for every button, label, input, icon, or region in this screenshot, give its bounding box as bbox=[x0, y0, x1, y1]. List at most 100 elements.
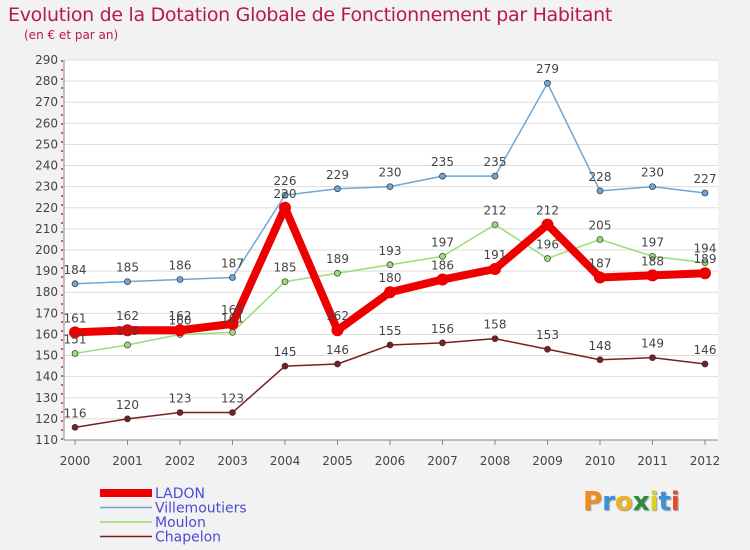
point-villemoutiers bbox=[176, 276, 184, 283]
point-chapelon bbox=[596, 356, 604, 364]
y-tick-label: 180 bbox=[35, 285, 58, 299]
x-tick-label: 2009 bbox=[532, 454, 563, 468]
logo-letter: i bbox=[670, 487, 680, 517]
x-tick-label: 2007 bbox=[427, 454, 458, 468]
point-ladon bbox=[279, 201, 291, 214]
x-tick-label: 2000 bbox=[60, 454, 91, 468]
logo-letter: r bbox=[602, 487, 615, 517]
data-label-villemoutiers: 186 bbox=[169, 259, 192, 273]
logo-letter: i bbox=[649, 487, 659, 517]
logo-letter: t bbox=[658, 487, 671, 517]
x-tick-label: 2002 bbox=[165, 454, 196, 468]
point-ladon bbox=[699, 267, 711, 280]
point-villemoutiers bbox=[281, 191, 289, 199]
y-tick-label: 110 bbox=[35, 433, 58, 447]
data-label-chapelon: 123 bbox=[221, 392, 244, 406]
data-label-chapelon: 149 bbox=[641, 337, 664, 351]
y-tick-label: 190 bbox=[35, 264, 58, 278]
point-chapelon bbox=[439, 339, 446, 347]
point-moulon bbox=[71, 350, 79, 357]
y-tick-label: 270 bbox=[35, 95, 58, 109]
x-tick-label: 2004 bbox=[270, 454, 301, 468]
data-label-villemoutiers: 235 bbox=[484, 155, 507, 169]
y-tick-label: 160 bbox=[35, 327, 58, 341]
x-tick-label: 2003 bbox=[217, 454, 248, 468]
point-chapelon bbox=[386, 341, 394, 349]
point-chapelon bbox=[124, 415, 131, 423]
data-label-moulon: 151 bbox=[64, 332, 87, 346]
y-tick-label: 260 bbox=[35, 116, 58, 130]
point-villemoutiers bbox=[701, 189, 709, 197]
data-label-moulon: 189 bbox=[326, 252, 349, 266]
data-labels: 116 120 123 123 145 146 155 156 158 153 148 149 146 1… bbox=[64, 62, 717, 420]
point-ladon bbox=[121, 324, 134, 337]
data-label-villemoutiers: 230 bbox=[379, 166, 402, 180]
point-chapelon bbox=[281, 362, 289, 370]
point-ladon bbox=[646, 269, 659, 282]
point-chapelon bbox=[229, 409, 236, 416]
legend-label-ladon: LADON bbox=[155, 486, 205, 502]
data-label-chapelon: 116 bbox=[64, 406, 87, 420]
point-ladon bbox=[174, 324, 186, 337]
data-label-ladon: 162 bbox=[169, 309, 192, 323]
data-label-chapelon: 145 bbox=[274, 345, 297, 359]
data-label-chapelon: 148 bbox=[589, 339, 612, 353]
y-tick-label: 240 bbox=[35, 159, 58, 173]
point-chapelon bbox=[176, 409, 184, 416]
point-moulon bbox=[491, 221, 499, 229]
data-label-chapelon: 158 bbox=[484, 318, 507, 332]
data-label-moulon: 160 bbox=[169, 313, 192, 327]
data-label-ladon: 187 bbox=[589, 256, 612, 270]
data-label-villemoutiers: 235 bbox=[431, 155, 454, 169]
data-label-chapelon: 155 bbox=[379, 324, 402, 338]
point-ladon bbox=[436, 273, 449, 286]
data-label-moulon: 194 bbox=[694, 242, 717, 256]
point-villemoutiers bbox=[649, 183, 656, 191]
data-label-ladon: 212 bbox=[536, 204, 559, 218]
y-tick-label: 120 bbox=[35, 412, 58, 426]
x-tick-label: 2006 bbox=[375, 454, 406, 468]
data-label-moulon: 161 bbox=[221, 311, 244, 325]
x-tick-label: 2005 bbox=[322, 454, 353, 468]
y-tick-label: 150 bbox=[35, 349, 58, 363]
data-label-moulon: 193 bbox=[379, 244, 402, 258]
data-label-villemoutiers: 187 bbox=[221, 256, 244, 270]
data-label-chapelon: 153 bbox=[536, 328, 559, 342]
point-moulon bbox=[334, 269, 341, 277]
logo-letter: x bbox=[632, 487, 650, 517]
data-label-chapelon: 146 bbox=[326, 343, 349, 357]
data-label-ladon: 161 bbox=[64, 311, 87, 325]
data-label-ladon: 220 bbox=[274, 187, 297, 201]
point-ladon bbox=[594, 271, 606, 284]
data-label-villemoutiers: 227 bbox=[694, 172, 717, 186]
point-ladon bbox=[541, 218, 554, 231]
point-villemoutiers bbox=[386, 183, 394, 191]
data-label-chapelon: 146 bbox=[694, 343, 717, 357]
data-label-ladon: 180 bbox=[379, 271, 402, 285]
y-tick-label: 250 bbox=[35, 137, 58, 151]
data-label-moulon: 197 bbox=[641, 235, 664, 249]
data-label-ladon: 188 bbox=[641, 254, 664, 268]
data-label-moulon: 212 bbox=[484, 204, 507, 218]
point-moulon bbox=[649, 252, 656, 260]
y-tick-label: 230 bbox=[35, 180, 58, 194]
y-tick-label: 220 bbox=[35, 201, 58, 215]
chart-subtitle: (en € et par an) bbox=[24, 28, 119, 42]
y-tick-label: 210 bbox=[35, 222, 58, 236]
y-tick-label: 200 bbox=[35, 243, 58, 257]
x-tick-label: 2008 bbox=[480, 454, 511, 468]
point-chapelon bbox=[71, 423, 79, 431]
x-tick-label: 2010 bbox=[585, 454, 616, 468]
data-label-chapelon: 156 bbox=[431, 322, 454, 336]
axes: 110 120 130 140 150 160 170 180 190 200 210 220 230 2… bbox=[35, 53, 720, 468]
data-label-villemoutiers: 230 bbox=[641, 166, 664, 180]
point-villemoutiers bbox=[71, 280, 79, 288]
point-villemoutiers bbox=[491, 172, 499, 180]
data-label-ladon: 191 bbox=[484, 248, 507, 262]
point-moulon bbox=[386, 261, 394, 269]
point-villemoutiers bbox=[596, 187, 604, 195]
point-ladon bbox=[384, 286, 396, 299]
grid bbox=[64, 59, 718, 441]
